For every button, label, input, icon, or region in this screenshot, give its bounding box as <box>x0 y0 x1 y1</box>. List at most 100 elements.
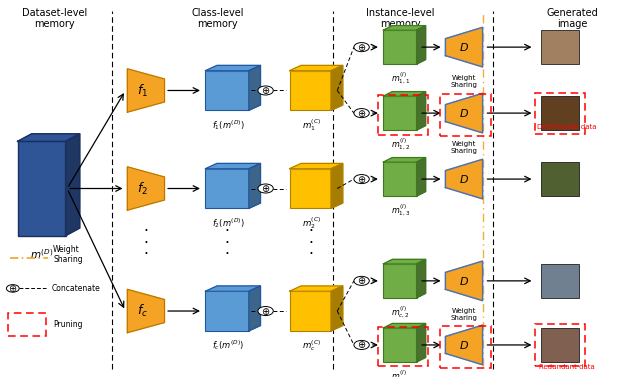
Text: ·: · <box>225 247 230 262</box>
Text: Generated
image: Generated image <box>547 8 598 29</box>
Text: $f_1(m^{(D)})$: $f_1(m^{(D)})$ <box>212 118 245 132</box>
Polygon shape <box>417 323 426 362</box>
Text: Instance-level
memory: Instance-level memory <box>365 8 435 29</box>
Text: ·: · <box>225 224 230 239</box>
Polygon shape <box>445 325 483 365</box>
Polygon shape <box>127 167 164 210</box>
Text: Pruning: Pruning <box>53 320 83 329</box>
Polygon shape <box>332 286 343 331</box>
Text: $m_{c,2}^{(I)}$: $m_{c,2}^{(I)}$ <box>391 305 410 320</box>
Polygon shape <box>417 92 426 130</box>
Polygon shape <box>290 286 343 291</box>
Polygon shape <box>445 261 483 301</box>
Text: $f_1$: $f_1$ <box>137 83 148 98</box>
Circle shape <box>258 184 273 193</box>
Text: $m_{c,3}^{(I)}$: $m_{c,3}^{(I)}$ <box>391 369 410 377</box>
Text: $D$: $D$ <box>459 339 469 351</box>
Polygon shape <box>417 259 426 298</box>
Polygon shape <box>445 159 483 199</box>
Circle shape <box>258 307 273 316</box>
FancyBboxPatch shape <box>383 96 417 130</box>
Text: Weight
Sharing: Weight Sharing <box>451 141 477 153</box>
Polygon shape <box>445 93 483 133</box>
Polygon shape <box>290 66 343 71</box>
Polygon shape <box>417 26 426 64</box>
Text: $m_{1,1}^{(I)}$: $m_{1,1}^{(I)}$ <box>391 71 410 86</box>
Text: $\oplus$: $\oplus$ <box>8 283 17 294</box>
FancyBboxPatch shape <box>383 264 417 298</box>
FancyBboxPatch shape <box>205 169 249 208</box>
Polygon shape <box>332 164 343 208</box>
Text: $m_c^{(C)}$: $m_c^{(C)}$ <box>302 338 321 353</box>
FancyBboxPatch shape <box>541 30 579 64</box>
Text: $D$: $D$ <box>459 173 469 185</box>
FancyBboxPatch shape <box>541 162 579 196</box>
FancyBboxPatch shape <box>290 71 332 110</box>
Polygon shape <box>18 134 80 141</box>
FancyBboxPatch shape <box>541 96 579 130</box>
Polygon shape <box>383 26 426 30</box>
Polygon shape <box>249 286 260 331</box>
Polygon shape <box>383 92 426 96</box>
Text: $\oplus$: $\oplus$ <box>357 41 366 53</box>
Polygon shape <box>66 134 80 236</box>
Polygon shape <box>127 290 164 333</box>
Text: ·: · <box>225 236 230 251</box>
Polygon shape <box>383 158 426 162</box>
Text: $m_1^{(C)}$: $m_1^{(C)}$ <box>302 118 321 133</box>
Text: $f_c(m^{(D)})$: $f_c(m^{(D)})$ <box>212 338 244 352</box>
Polygon shape <box>332 66 343 110</box>
FancyBboxPatch shape <box>383 30 417 64</box>
FancyBboxPatch shape <box>18 141 66 236</box>
FancyBboxPatch shape <box>205 291 249 331</box>
Polygon shape <box>249 164 260 208</box>
Circle shape <box>258 86 273 95</box>
Circle shape <box>354 276 369 285</box>
Text: $f_c$: $f_c$ <box>137 303 148 319</box>
Text: $f_2$: $f_2$ <box>137 181 148 196</box>
Text: $\oplus$: $\oplus$ <box>357 275 366 287</box>
Polygon shape <box>205 66 260 71</box>
Text: $f_2(m^{(D)})$: $f_2(m^{(D)})$ <box>212 216 245 230</box>
FancyBboxPatch shape <box>383 328 417 362</box>
Text: $\oplus$: $\oplus$ <box>261 305 270 317</box>
Text: $\oplus$: $\oplus$ <box>357 107 366 119</box>
Text: $m_2^{(C)}$: $m_2^{(C)}$ <box>302 216 321 231</box>
FancyBboxPatch shape <box>205 71 249 110</box>
Text: $\oplus$: $\oplus$ <box>357 173 366 185</box>
Circle shape <box>354 109 369 118</box>
FancyBboxPatch shape <box>290 291 332 331</box>
Text: Concatenate: Concatenate <box>51 284 100 293</box>
Polygon shape <box>417 158 426 196</box>
Polygon shape <box>445 28 483 67</box>
Circle shape <box>354 43 369 52</box>
Polygon shape <box>383 259 426 264</box>
Text: $\oplus$: $\oplus$ <box>261 85 270 96</box>
Text: $D$: $D$ <box>459 107 469 119</box>
Text: $D$: $D$ <box>459 41 469 53</box>
Text: ·: · <box>143 224 148 239</box>
Polygon shape <box>249 66 260 110</box>
Text: ·: · <box>308 247 313 262</box>
Text: Weight
Sharing: Weight Sharing <box>53 245 83 264</box>
Circle shape <box>354 175 369 184</box>
Polygon shape <box>205 286 260 291</box>
Text: ·: · <box>308 224 313 239</box>
Text: Weight
Sharing: Weight Sharing <box>451 75 477 87</box>
Text: $m^{(D)}$: $m^{(D)}$ <box>30 247 53 261</box>
Circle shape <box>354 340 369 349</box>
Text: $D$: $D$ <box>459 275 469 287</box>
Text: $\oplus$: $\oplus$ <box>261 183 270 194</box>
Text: ·: · <box>143 247 148 262</box>
Text: $m_{1,3}^{(I)}$: $m_{1,3}^{(I)}$ <box>391 203 410 218</box>
Circle shape <box>6 285 19 292</box>
Text: Dataset-level
memory: Dataset-level memory <box>22 8 87 29</box>
Polygon shape <box>383 323 426 328</box>
Text: $\oplus$: $\oplus$ <box>357 339 366 351</box>
Text: Detrimental data: Detrimental data <box>537 124 596 130</box>
FancyBboxPatch shape <box>290 169 332 208</box>
Text: ·: · <box>308 236 313 251</box>
Text: $m_{1,2}^{(I)}$: $m_{1,2}^{(I)}$ <box>391 137 410 152</box>
Text: Class-level
memory: Class-level memory <box>191 8 244 29</box>
Polygon shape <box>290 164 343 169</box>
